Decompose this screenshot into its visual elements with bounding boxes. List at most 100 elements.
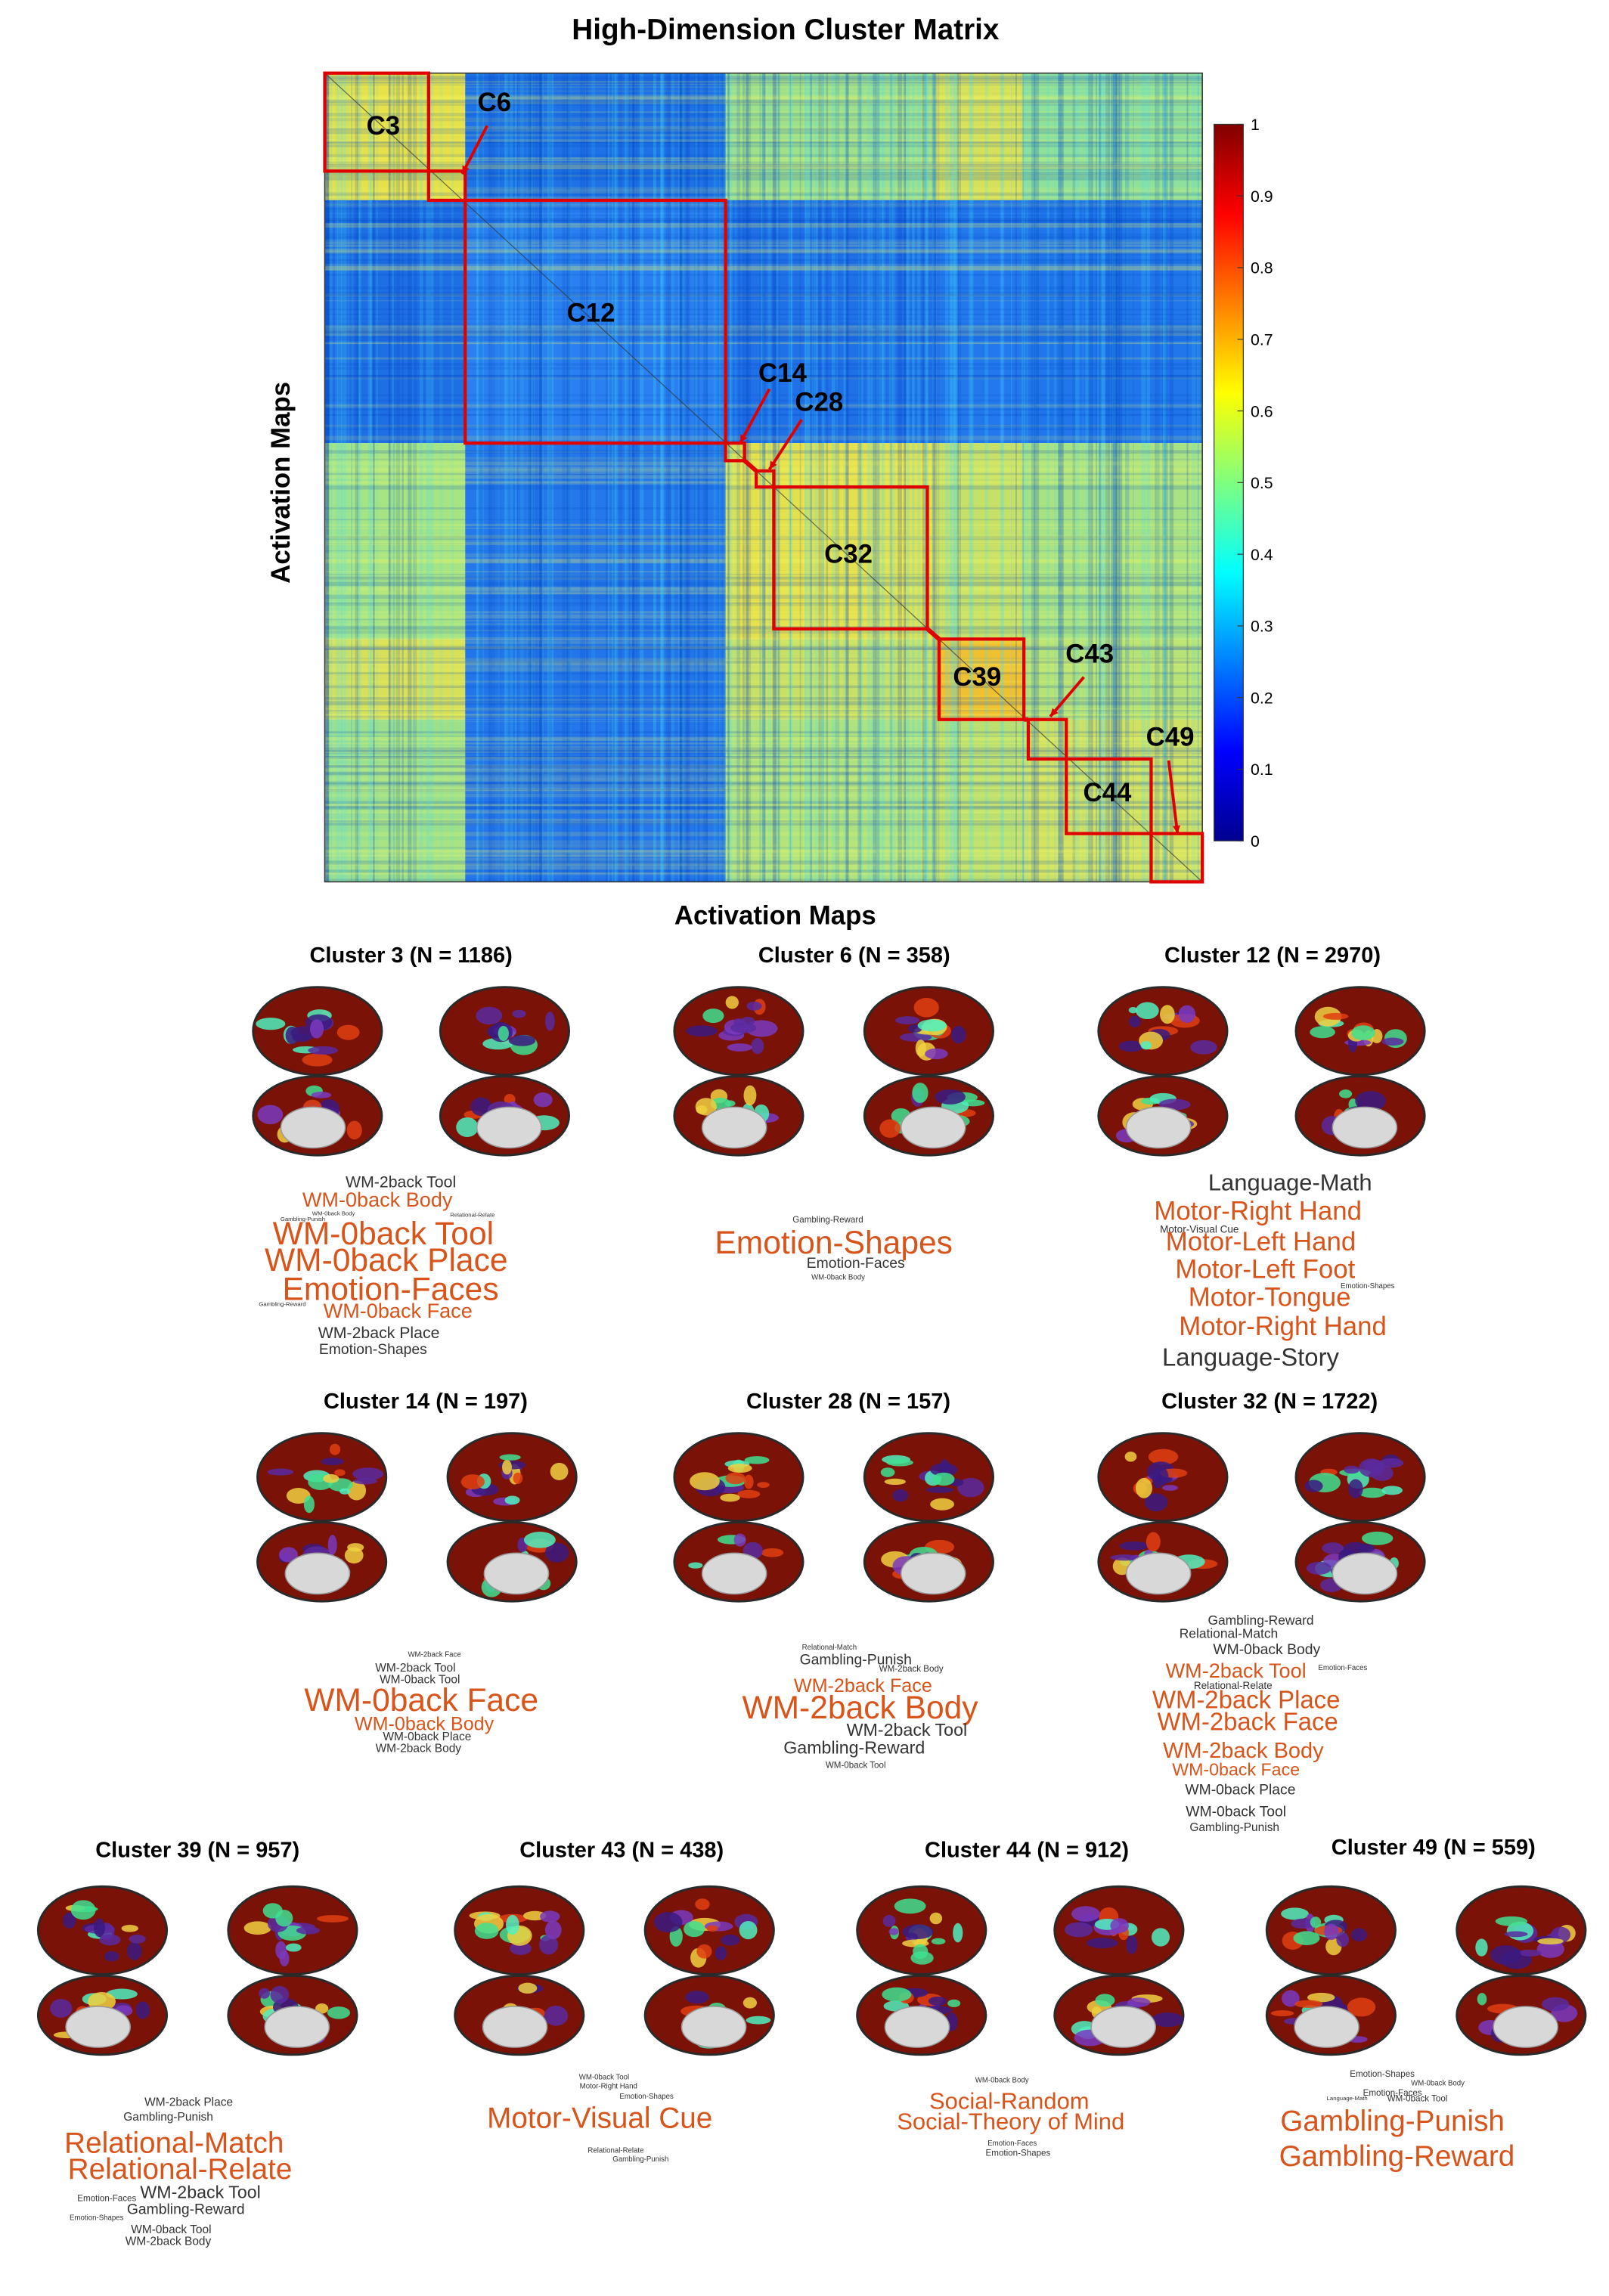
heat-stripe bbox=[1000, 73, 1005, 882]
brain-blob bbox=[724, 1100, 736, 1107]
heat-stripe bbox=[324, 756, 1203, 759]
heat-stripe bbox=[1155, 73, 1157, 882]
word-cloud-word: WM-0back Face bbox=[1172, 1759, 1300, 1779]
brain-blob bbox=[899, 1033, 932, 1042]
heat-stripe bbox=[324, 450, 1203, 454]
heat-stripe bbox=[538, 73, 541, 882]
heat-stripe bbox=[1115, 73, 1120, 882]
brain-blob bbox=[1344, 1465, 1360, 1474]
heat-stripe bbox=[324, 594, 1203, 600]
brain-blob bbox=[544, 2006, 569, 2026]
arrow bbox=[739, 388, 771, 445]
brain-medial bbox=[446, 1521, 578, 1603]
brain-lateral bbox=[36, 1885, 169, 1975]
heat-stripe bbox=[324, 73, 328, 882]
arrow-head bbox=[462, 165, 470, 175]
heat-stripe bbox=[324, 466, 1203, 471]
brain-medial-wall bbox=[1332, 1552, 1398, 1595]
heat-stripe bbox=[625, 73, 629, 882]
heat-stripe bbox=[1092, 73, 1093, 882]
word-cloud-word: WM-0back Face bbox=[304, 1682, 538, 1718]
heat-stripe bbox=[355, 73, 358, 882]
brain-medial-wall bbox=[1125, 1552, 1192, 1595]
brain-medial-wall bbox=[900, 1106, 966, 1149]
brain-lateral bbox=[256, 1432, 388, 1523]
brain-blob bbox=[913, 1944, 929, 1960]
heat-stripe bbox=[373, 73, 375, 882]
heat-stripe bbox=[717, 73, 720, 882]
heat-stripe bbox=[324, 646, 1203, 649]
heat-stripe bbox=[324, 778, 1203, 782]
brain-blob bbox=[1148, 1449, 1179, 1465]
heat-stripe bbox=[324, 756, 1203, 758]
brain-blob bbox=[474, 1923, 499, 1939]
brain-blob bbox=[894, 1898, 926, 1914]
brain-blob bbox=[470, 1097, 492, 1117]
cluster-box-label: C32 bbox=[824, 540, 873, 569]
heat-stripe bbox=[843, 73, 847, 882]
brain-blob bbox=[323, 1473, 339, 1483]
heat-stripe bbox=[324, 641, 1203, 644]
heat-stripe bbox=[324, 407, 1203, 411]
heat-stripe bbox=[324, 82, 1203, 84]
heat-stripe bbox=[826, 73, 828, 882]
word-cloud-word: Emotion-Shapes bbox=[1350, 2069, 1415, 2079]
brain-blob bbox=[744, 1456, 770, 1464]
brain-blob bbox=[1127, 1997, 1151, 2007]
heat-stripe bbox=[324, 558, 1203, 563]
heat-stripe bbox=[530, 73, 533, 882]
heat-stripe bbox=[392, 73, 395, 882]
heat-block bbox=[465, 639, 726, 720]
heat-stripe bbox=[324, 849, 1203, 853]
heat-stripe bbox=[324, 647, 1203, 650]
heat-stripe bbox=[324, 804, 1203, 807]
colorbar-tick-label: 0.1 bbox=[1251, 761, 1273, 779]
brain-blob bbox=[880, 1467, 895, 1477]
brain-blob bbox=[895, 1016, 920, 1024]
brain-blob bbox=[243, 1921, 271, 1935]
heat-stripe bbox=[324, 765, 1203, 768]
heat-stripe bbox=[916, 73, 921, 882]
heat-stripe bbox=[660, 73, 662, 882]
heat-stripe bbox=[324, 331, 1203, 334]
heat-stripe bbox=[971, 73, 975, 882]
arrow-head bbox=[739, 434, 748, 444]
heat-stripe bbox=[324, 322, 1203, 327]
heat-stripe bbox=[1101, 73, 1106, 882]
heat-stripe bbox=[324, 480, 1203, 483]
word-cloud-word: Motor-Left Hand bbox=[1166, 1227, 1356, 1256]
brain-medial bbox=[1097, 1075, 1229, 1157]
brain-blob bbox=[746, 1001, 762, 1011]
brain-blob bbox=[510, 1941, 532, 1955]
brain-blob bbox=[498, 1025, 509, 1042]
heat-stripe bbox=[1046, 73, 1049, 882]
heat-stripe bbox=[324, 773, 1203, 777]
brain-blob bbox=[1381, 1037, 1404, 1046]
heat-stripe bbox=[367, 73, 373, 882]
brain-blob bbox=[888, 1928, 899, 1935]
heat-stripe bbox=[324, 141, 1203, 145]
heat-stripe bbox=[911, 73, 916, 882]
heat-stripe bbox=[324, 330, 1203, 335]
brain-medial bbox=[856, 1974, 987, 2056]
heat-stripe bbox=[906, 73, 910, 882]
brain-medial bbox=[863, 1075, 994, 1157]
heat-stripe bbox=[335, 73, 339, 882]
heat-stripe bbox=[949, 73, 953, 882]
heat-stripe bbox=[660, 73, 665, 882]
brain-blob bbox=[286, 1943, 302, 1952]
heat-stripe bbox=[938, 73, 940, 882]
heat-stripe bbox=[859, 73, 862, 882]
heat-stripe bbox=[324, 662, 1203, 665]
heat-stripe bbox=[922, 73, 927, 882]
word-cloud-word: Gambling-Reward bbox=[1279, 2140, 1515, 2173]
heat-stripe bbox=[324, 198, 1203, 202]
colorbar-tick-label: 0.8 bbox=[1251, 259, 1273, 277]
heat-stripe bbox=[882, 73, 886, 882]
brain-blob bbox=[278, 1547, 298, 1563]
heat-stripe bbox=[1015, 73, 1017, 882]
heat-stripe bbox=[822, 73, 824, 882]
brain-blob bbox=[886, 1458, 913, 1467]
brain-lateral bbox=[673, 1432, 804, 1523]
brain-blob bbox=[1152, 2012, 1184, 2028]
